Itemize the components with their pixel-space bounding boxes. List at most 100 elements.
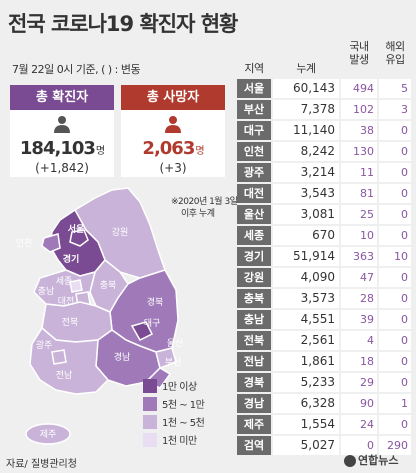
imported-cell: 0	[379, 121, 411, 140]
legend-item: 1천 미만	[143, 432, 197, 447]
table-row: 경북 5,233 29 0	[237, 373, 411, 392]
map-label: 인천	[16, 238, 33, 249]
domestic-cell: 47	[341, 268, 377, 287]
domestic-cell: 102	[341, 100, 377, 119]
table-row: 강원 4,090 47 0	[237, 268, 411, 287]
region-cell: 전북	[237, 331, 271, 350]
total-cell: 3,081	[273, 205, 339, 224]
person-icon	[54, 116, 70, 133]
deaths-value: 2,063명	[142, 138, 204, 159]
map-region-jeju	[25, 423, 71, 445]
confirmed-delta: (+1,842)	[35, 161, 89, 175]
domestic-cell: 25	[341, 205, 377, 224]
table-row: 충북 3,573 28 0	[237, 289, 411, 308]
region-cell: 충남	[237, 310, 271, 329]
domestic-cell: 29	[341, 373, 377, 392]
domestic-cell: 81	[341, 184, 377, 203]
map-label: 강원	[112, 227, 129, 238]
map-region-seoul	[69, 229, 89, 247]
deaths-summary: 총 사망자 2,063명 (+3)	[121, 85, 225, 177]
map-region-incheon	[41, 233, 61, 253]
deaths-label: 총 사망자	[121, 85, 225, 110]
region-cell: 제주	[237, 415, 271, 434]
domestic-cell: 0	[341, 436, 377, 455]
table-row: 인천 8,242 130 0	[237, 142, 411, 161]
map-label: 광주	[36, 339, 53, 351]
map-label: 경북	[147, 296, 164, 308]
column-header-imported: 해외 유입	[385, 40, 405, 66]
region-cell: 경남	[237, 394, 271, 413]
total-cell: 8,242	[273, 142, 339, 161]
legend-item: 1만 이상	[143, 378, 197, 393]
map-label: 전북	[62, 317, 79, 328]
imported-cell: 0	[379, 142, 411, 161]
domestic-cell: 38	[341, 121, 377, 140]
map-label: 경기	[63, 253, 80, 265]
map-label: 제주	[40, 429, 57, 440]
table-row: 충남 4,551 39 0	[237, 310, 411, 329]
domestic-cell: 130	[341, 142, 377, 161]
legend-swatch	[143, 396, 157, 411]
imported-cell: 0	[379, 226, 411, 245]
map-label: 세종	[56, 276, 73, 287]
map-label: 부산	[165, 357, 182, 368]
imported-cell: 0	[379, 184, 411, 203]
table-row: 광주 3,214 11 0	[237, 163, 411, 182]
region-cell: 세종	[237, 226, 271, 245]
legend-swatch	[143, 432, 157, 447]
table-row: 대전 3,543 81 0	[237, 184, 411, 203]
total-cell: 51,914	[273, 247, 339, 266]
region-cell: 광주	[237, 163, 271, 182]
domestic-cell: 28	[341, 289, 377, 308]
table-row: 전북 2,561 4 0	[237, 331, 411, 350]
map-region-daegu	[130, 321, 154, 341]
table-row: 검역 5,027 0 290	[237, 436, 411, 455]
region-cell: 강원	[237, 268, 271, 287]
total-cell: 1,554	[273, 415, 339, 434]
confirmed-summary: 총 확진자 184,103명 (+1,842)	[10, 85, 114, 177]
domestic-cell: 18	[341, 352, 377, 371]
table-row: 전남 1,861 18 0	[237, 352, 411, 371]
total-cell: 2,561	[273, 331, 339, 350]
imported-cell: 0	[379, 268, 411, 287]
total-cell: 4,090	[273, 268, 339, 287]
map-region-ulsan	[155, 347, 177, 369]
map-region-gwangju	[51, 349, 67, 365]
imported-cell: 0	[379, 310, 411, 329]
imported-cell: 5	[379, 79, 411, 98]
korea-map: 서울 인천 경기 강원 세종 충북 대전 충남 경북 대구 전북 울산 부산 경…	[16, 187, 184, 445]
region-cell: 울산	[237, 205, 271, 224]
imported-cell: 0	[379, 205, 411, 224]
region-cell: 서울	[237, 79, 271, 98]
domestic-cell: 11	[341, 163, 377, 182]
map-label: 대전	[58, 296, 75, 307]
imported-cell: 10	[379, 247, 411, 266]
total-cell: 11,140	[273, 121, 339, 140]
map-label: 전남	[56, 370, 73, 381]
total-cell: 60,143	[273, 79, 339, 98]
domestic-cell: 4	[341, 331, 377, 350]
total-cell: 6,328	[273, 394, 339, 413]
legend-swatch	[143, 378, 157, 393]
imported-cell: 3	[379, 100, 411, 119]
domestic-cell: 39	[341, 310, 377, 329]
region-cell: 전남	[237, 352, 271, 371]
subtitle: 7월 22일 0시 기준, ( ) : 변동	[12, 63, 141, 76]
domestic-cell: 363	[341, 247, 377, 266]
column-header-region: 지역	[244, 62, 264, 75]
table-row: 대구 11,140 38 0	[237, 121, 411, 140]
map-region-sejong	[69, 279, 83, 293]
total-cell: 3,543	[273, 184, 339, 203]
deaths-delta: (+3)	[159, 161, 187, 175]
map-label: 충남	[38, 286, 55, 297]
map-label: 울산	[167, 338, 184, 349]
logo-icon	[344, 455, 356, 467]
map-label: 서울	[68, 223, 85, 235]
person-icon	[165, 116, 181, 133]
region-cell: 인천	[237, 142, 271, 161]
total-cell: 4,551	[273, 310, 339, 329]
region-cell: 충북	[237, 289, 271, 308]
total-cell: 5,027	[273, 436, 339, 455]
imported-cell: 0	[379, 163, 411, 182]
column-header-domestic: 국내 발생	[349, 40, 369, 66]
